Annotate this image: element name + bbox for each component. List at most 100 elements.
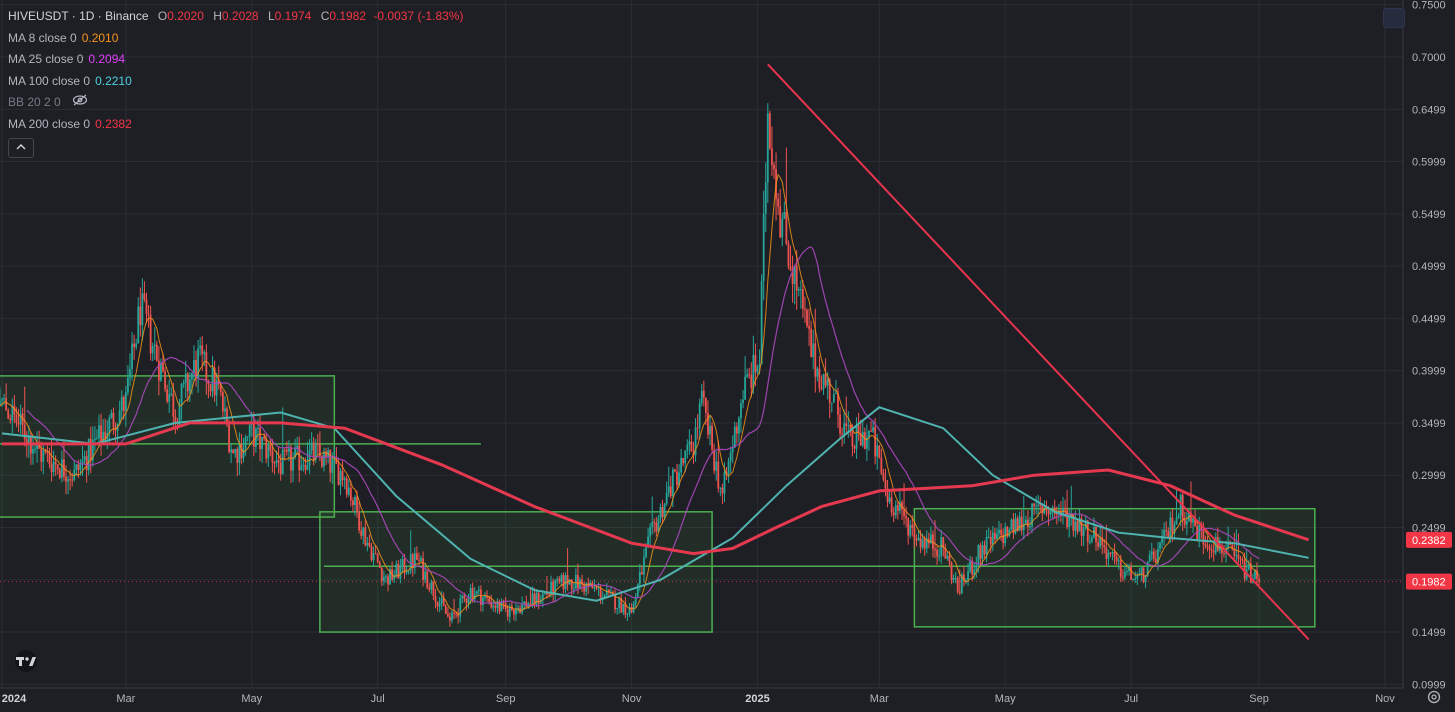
candle bbox=[232, 449, 235, 454]
candle-body bbox=[570, 579, 573, 590]
candle bbox=[52, 450, 55, 477]
candle bbox=[1235, 529, 1238, 564]
indicator-bb[interactable]: BB 20 2 0 bbox=[8, 92, 463, 114]
candle-body bbox=[248, 424, 251, 437]
candle bbox=[352, 497, 354, 513]
candle bbox=[96, 429, 98, 440]
candle bbox=[847, 411, 850, 438]
candle-body bbox=[368, 542, 371, 547]
candle-body bbox=[1173, 524, 1176, 534]
candle-body bbox=[283, 449, 286, 451]
candle-body bbox=[197, 348, 199, 379]
candle-body bbox=[802, 289, 804, 309]
indicator-ma100[interactable]: MA 100 close 0 0.2210 bbox=[8, 71, 463, 93]
price-tick-label: 0.3499 bbox=[1412, 418, 1446, 430]
candle-body bbox=[465, 598, 468, 604]
candle-body bbox=[934, 548, 936, 551]
candle-body bbox=[676, 471, 678, 486]
candle-body bbox=[492, 605, 495, 608]
candle bbox=[1175, 489, 1178, 525]
candle bbox=[380, 567, 383, 587]
candle-body bbox=[1140, 567, 1143, 575]
candle-body bbox=[649, 527, 652, 537]
candle bbox=[238, 432, 241, 475]
candle bbox=[748, 367, 751, 379]
collapse-legend-button[interactable] bbox=[8, 138, 34, 158]
candle bbox=[690, 434, 693, 452]
candle-body bbox=[907, 518, 910, 536]
candle-body bbox=[79, 463, 82, 471]
candle bbox=[973, 562, 976, 580]
candle-body bbox=[93, 438, 96, 441]
candle-body bbox=[1002, 534, 1005, 543]
price-tick-label: 0.4999 bbox=[1412, 261, 1446, 273]
candle-body bbox=[75, 464, 78, 470]
candle bbox=[492, 599, 495, 612]
indicator-ma8[interactable]: MA 8 close 0 0.2010 bbox=[8, 28, 463, 50]
candle-body bbox=[494, 605, 497, 608]
candle bbox=[1134, 571, 1137, 583]
candle bbox=[1181, 489, 1184, 532]
tradingview-logo[interactable] bbox=[10, 650, 42, 672]
candle-body bbox=[1152, 551, 1155, 559]
candle bbox=[60, 450, 63, 483]
price-tick-label: 0.7500 bbox=[1412, 0, 1446, 12]
candle bbox=[143, 281, 146, 303]
candle bbox=[444, 603, 447, 615]
candle bbox=[655, 516, 658, 537]
candle-body bbox=[436, 601, 439, 607]
chart-corner-icon[interactable] bbox=[1383, 8, 1405, 28]
candle-body bbox=[579, 579, 581, 589]
candle bbox=[1206, 535, 1209, 552]
candle-body bbox=[1239, 558, 1242, 560]
candle-body bbox=[69, 479, 72, 481]
candle-body bbox=[667, 486, 670, 493]
candle-body bbox=[312, 442, 315, 460]
candle-body bbox=[271, 450, 274, 463]
candle-body bbox=[1169, 517, 1172, 538]
candle bbox=[1208, 543, 1211, 560]
candle-body bbox=[818, 368, 821, 389]
candle-body bbox=[936, 550, 938, 557]
candle-body bbox=[517, 607, 519, 610]
candle bbox=[614, 589, 616, 614]
time-tick-label: Jul bbox=[1124, 693, 1138, 705]
candle bbox=[905, 506, 908, 528]
candle-body bbox=[1107, 552, 1110, 559]
candle-body bbox=[403, 559, 406, 574]
candle bbox=[195, 350, 197, 387]
candle-body bbox=[275, 460, 278, 464]
candle bbox=[149, 305, 152, 361]
indicator-ma200[interactable]: MA 200 close 0 0.2382 bbox=[8, 114, 463, 136]
candle-body bbox=[186, 373, 189, 392]
candle bbox=[1241, 556, 1244, 565]
candle bbox=[228, 419, 230, 454]
candle-body bbox=[1208, 547, 1211, 550]
candle bbox=[329, 449, 332, 483]
candle-body bbox=[546, 593, 548, 595]
candle bbox=[546, 576, 548, 599]
candle bbox=[124, 385, 127, 427]
candle-body bbox=[1167, 530, 1170, 538]
symbol-title[interactable]: HIVEUSDT · 1D · Binance bbox=[8, 9, 149, 23]
eye-off-icon[interactable] bbox=[72, 92, 88, 114]
candle bbox=[742, 389, 744, 409]
candle-body bbox=[1074, 521, 1077, 531]
candle-body bbox=[832, 394, 835, 403]
candle-body bbox=[614, 595, 616, 610]
candle-body bbox=[903, 509, 905, 517]
indicator-ma25[interactable]: MA 25 close 0 0.2094 bbox=[8, 49, 463, 71]
candle-body bbox=[360, 530, 363, 536]
candle-body bbox=[513, 609, 515, 615]
candle-body bbox=[826, 379, 829, 386]
candle-body bbox=[21, 413, 24, 425]
candle-body bbox=[170, 393, 173, 395]
candle-body bbox=[118, 410, 121, 424]
candle bbox=[1179, 493, 1182, 526]
settings-gear-icon[interactable] bbox=[1425, 689, 1443, 707]
candle-body bbox=[890, 497, 893, 513]
candle-body bbox=[1210, 549, 1213, 551]
candle-body bbox=[1080, 518, 1083, 536]
